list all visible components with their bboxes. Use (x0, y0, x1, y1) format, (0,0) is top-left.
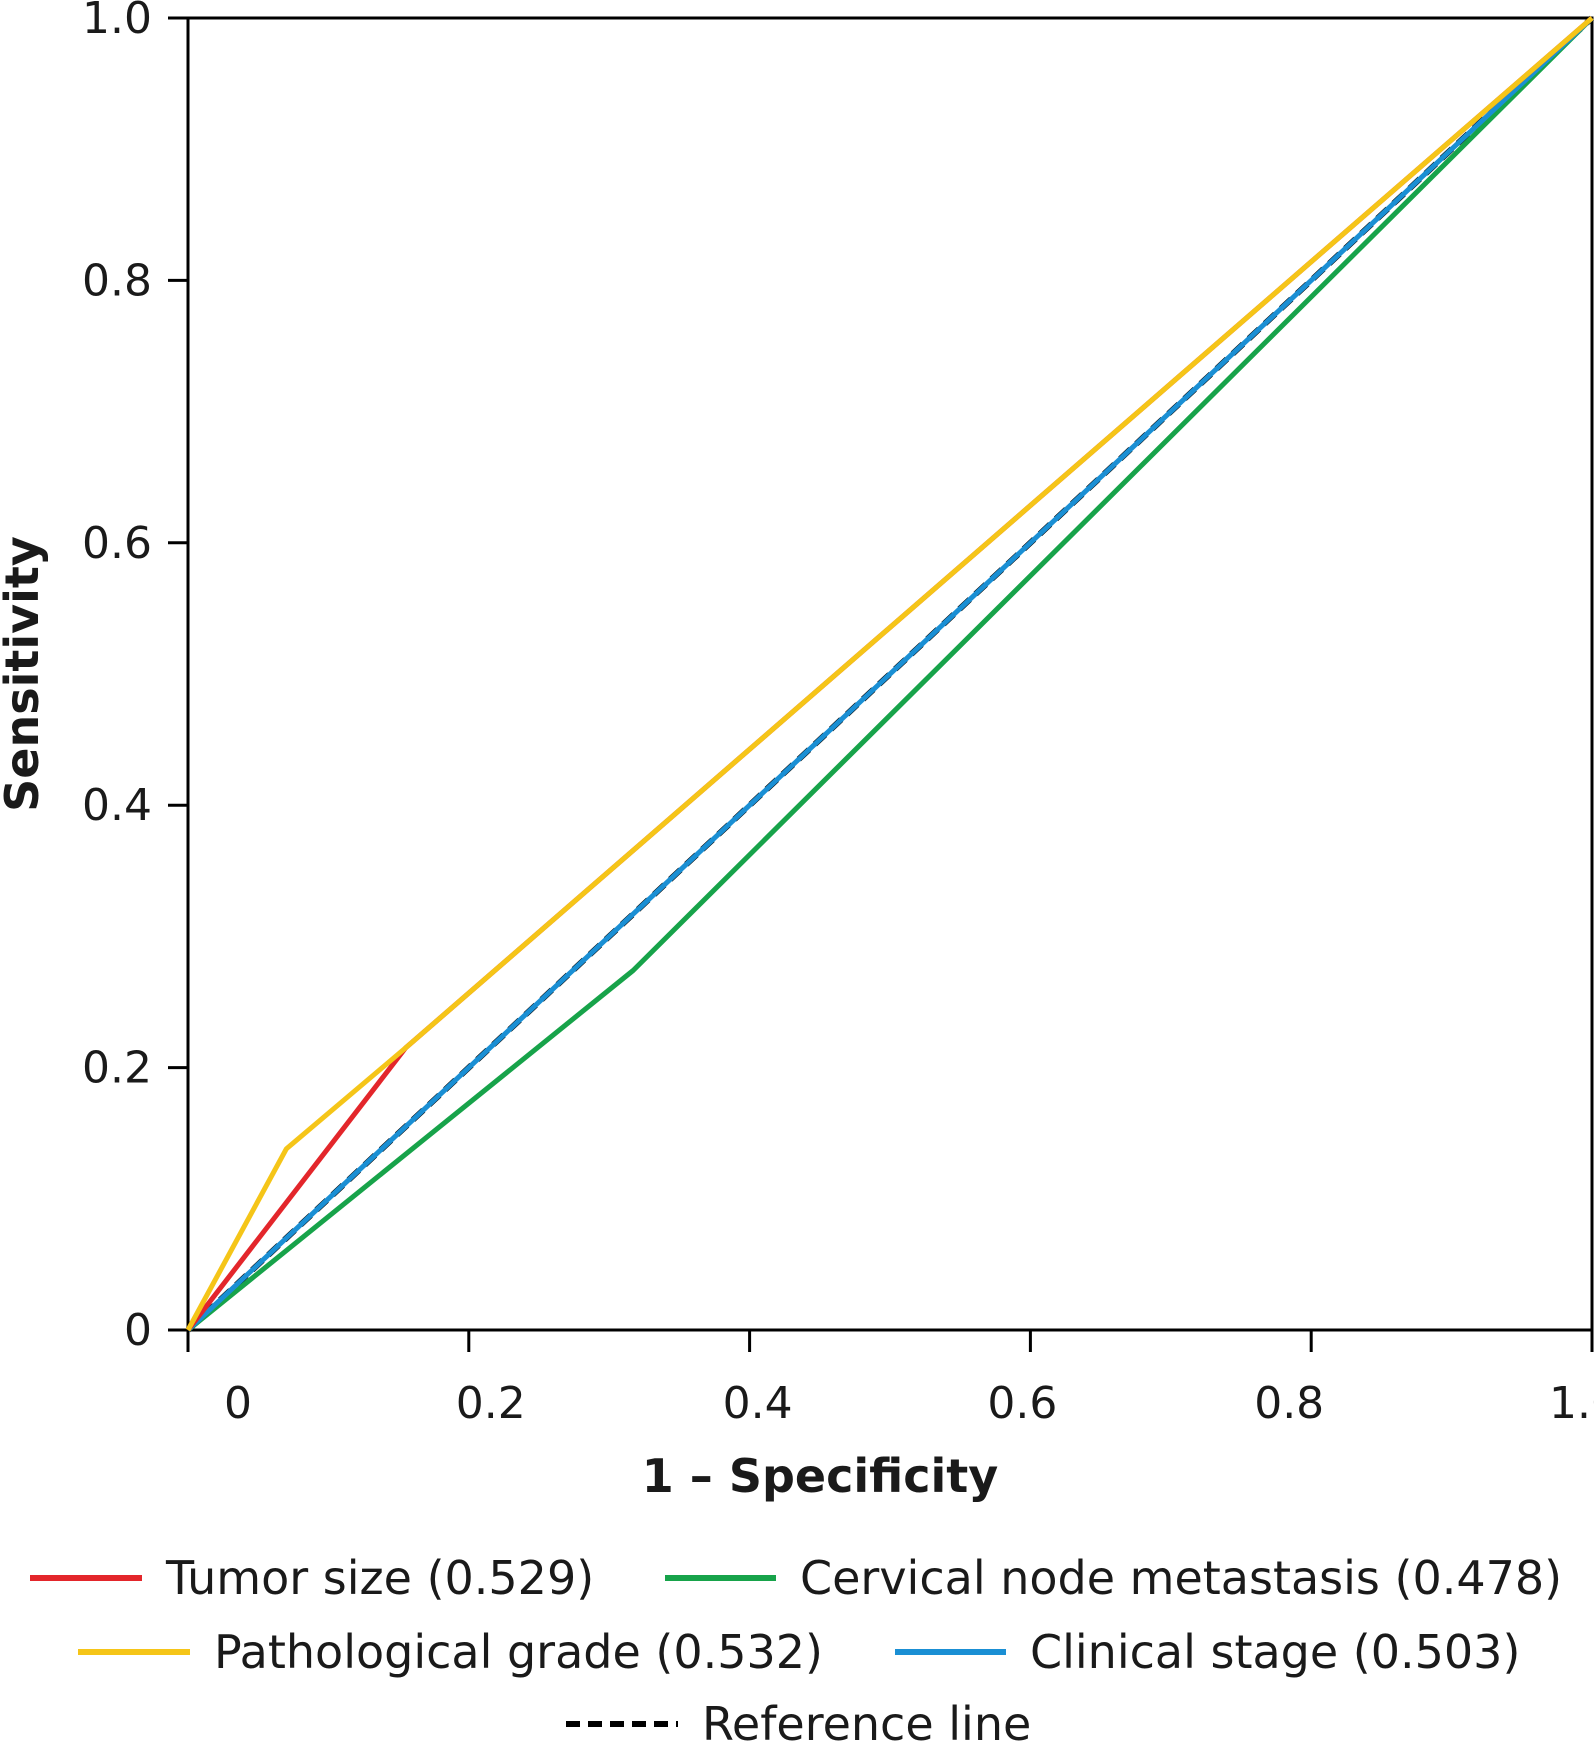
legend: Tumor size (0.529) Cervical node metastas… (30, 1551, 1562, 1749)
y-axis-ticks: 0 0.2 0.4 0.6 0.8 1.0 (82, 0, 188, 1356)
y-tick-label: 1.0 (82, 0, 152, 44)
x-tick-label: 0.8 (1254, 1378, 1324, 1429)
legend-label-1: Cervical node metastasis (0.478) (800, 1551, 1562, 1605)
series-line-1 (186, 16, 1594, 1332)
series-line-2 (185, 16, 1594, 1332)
x-tick-label: 0.6 (987, 1378, 1057, 1429)
y-tick-label: 0 (124, 1305, 152, 1356)
series-layer (185, 15, 1594, 1333)
plot-frame (186, 16, 1594, 1332)
legend-label-2: Pathological grade (0.532) (214, 1625, 823, 1679)
x-tick-label: 0.2 (456, 1378, 526, 1429)
x-tick-label: 1.0 (1549, 1378, 1594, 1429)
legend-label-4: Reference line (702, 1697, 1031, 1744)
series-line-3 (186, 16, 1594, 1332)
x-tick-label: 0.4 (723, 1378, 793, 1429)
x-axis-ticks: 0 0.2 0.4 0.6 0.8 1.0 (186, 1330, 1594, 1429)
y-tick-label: 0.6 (82, 518, 152, 569)
y-tick-label: 0.4 (82, 780, 152, 831)
y-tick-label: 0.2 (82, 1043, 152, 1094)
y-tick-label: 0.8 (82, 255, 152, 306)
legend-label-3: Clinical stage (0.503) (1030, 1625, 1520, 1679)
x-axis-label: 1 – Specificity (642, 1449, 998, 1503)
y-axis-label: Sensitivity (0, 536, 49, 812)
legend-label-0: Tumor size (0.529) (165, 1551, 594, 1605)
x-tick-label: 0 (224, 1378, 252, 1429)
